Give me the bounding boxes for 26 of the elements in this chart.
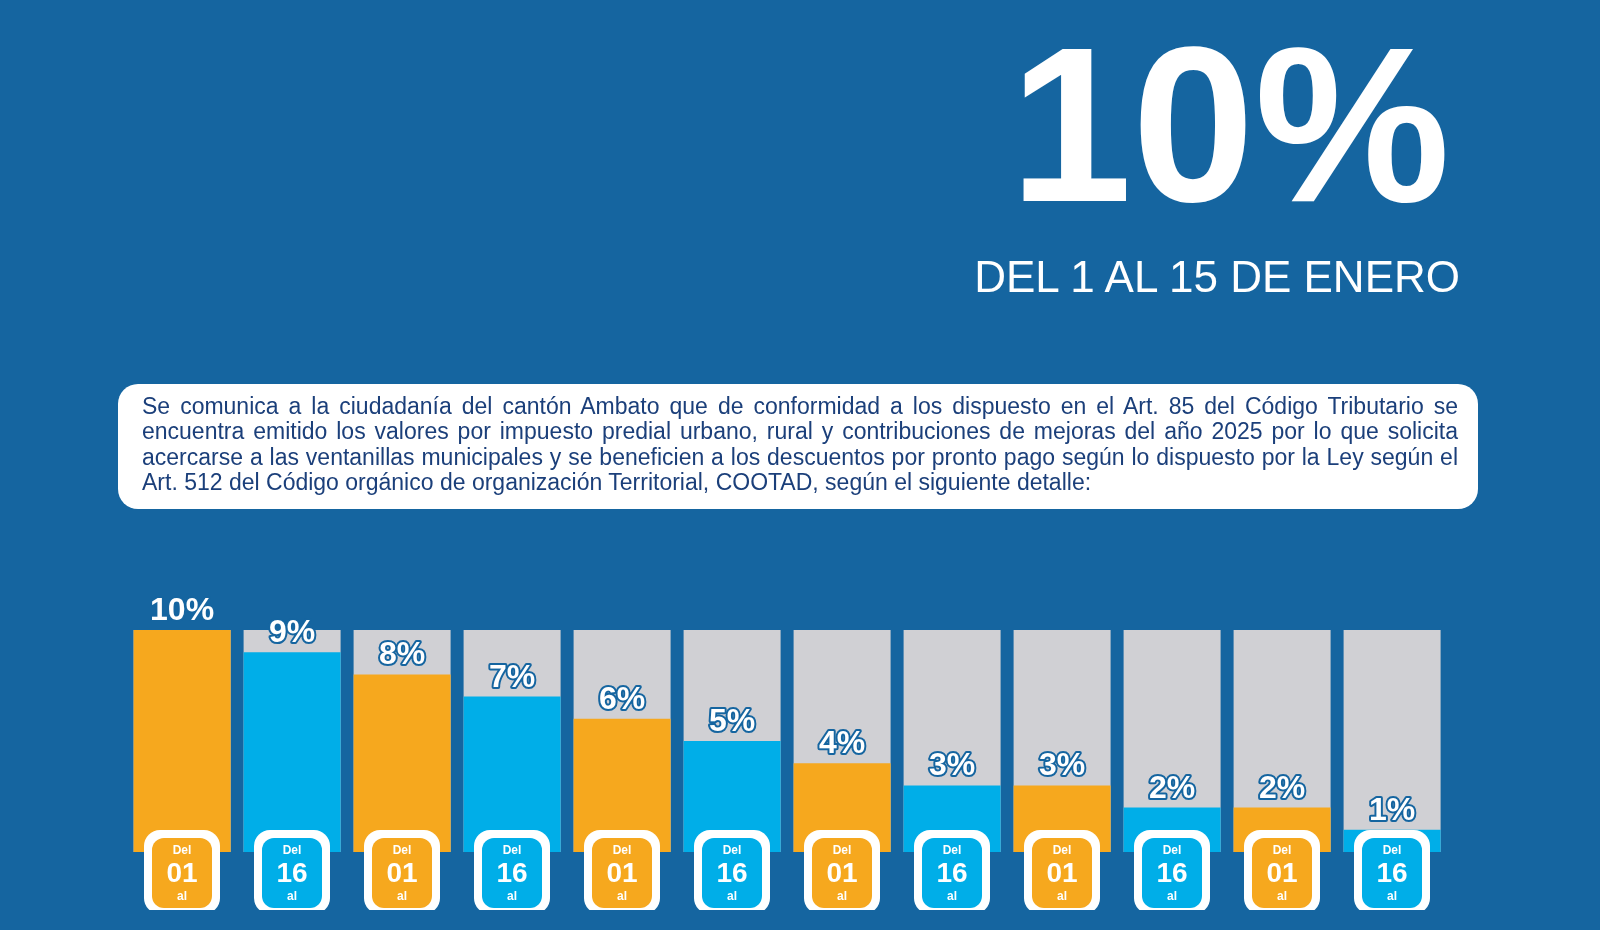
data-label: 5% [708,702,756,738]
data-label: 6% [598,679,646,716]
x-tick-label: Del 01 al [386,843,418,903]
data-label: 1% [1368,790,1416,827]
text: Se comunica a la ciudadanía del cantón Ambato que de conformidad a los dispuesto en el Art. 85 del Código Tributario se encuentra emitido los valores por impuesto predial urbano, rural y contribuciones de mejoras del año 2025 por lo que solicita acercarse a las ventanillas municipales y se beneficien a los descuentos por pronto pago según lo dispuesto por la Ley según el Art. 512 del Código orgánico de organización Territorial, COOTAD, según el siguiente detalle: [118,384,1478,510]
x-tick-label: Del 01 al [166,843,198,903]
data-label: 3% [1038,746,1086,783]
x-tick-label: Del 01 al [1046,843,1078,903]
x-tick-label: Del 01 al [606,843,638,903]
x-tick-label: Del 16 al [276,843,308,903]
x-tick-label: Del 01 al [826,843,858,903]
chart-subtitle: DEL 1 AL 15 DE ENERO [974,252,1460,301]
data-label: 3% [928,746,976,783]
x-tick-label: Del 16 al [496,843,528,903]
data-label: 7% [488,657,536,694]
x-tick-label: Del 16 al [1376,843,1408,903]
data-label: 10% [150,591,215,627]
x-tick-label: Del 16 al [1156,843,1188,903]
x-tick-label: Del 16 al [936,843,968,903]
data-label: 2% [1258,768,1306,805]
chart-title: 10% [1009,2,1450,248]
data-label: 2% [1148,768,1196,805]
data-label: 4% [818,724,866,761]
x-tick-label: Del 16 al [716,843,748,903]
data-label: 8% [378,635,426,672]
x-tick-label: Del 01 al [1266,843,1298,903]
